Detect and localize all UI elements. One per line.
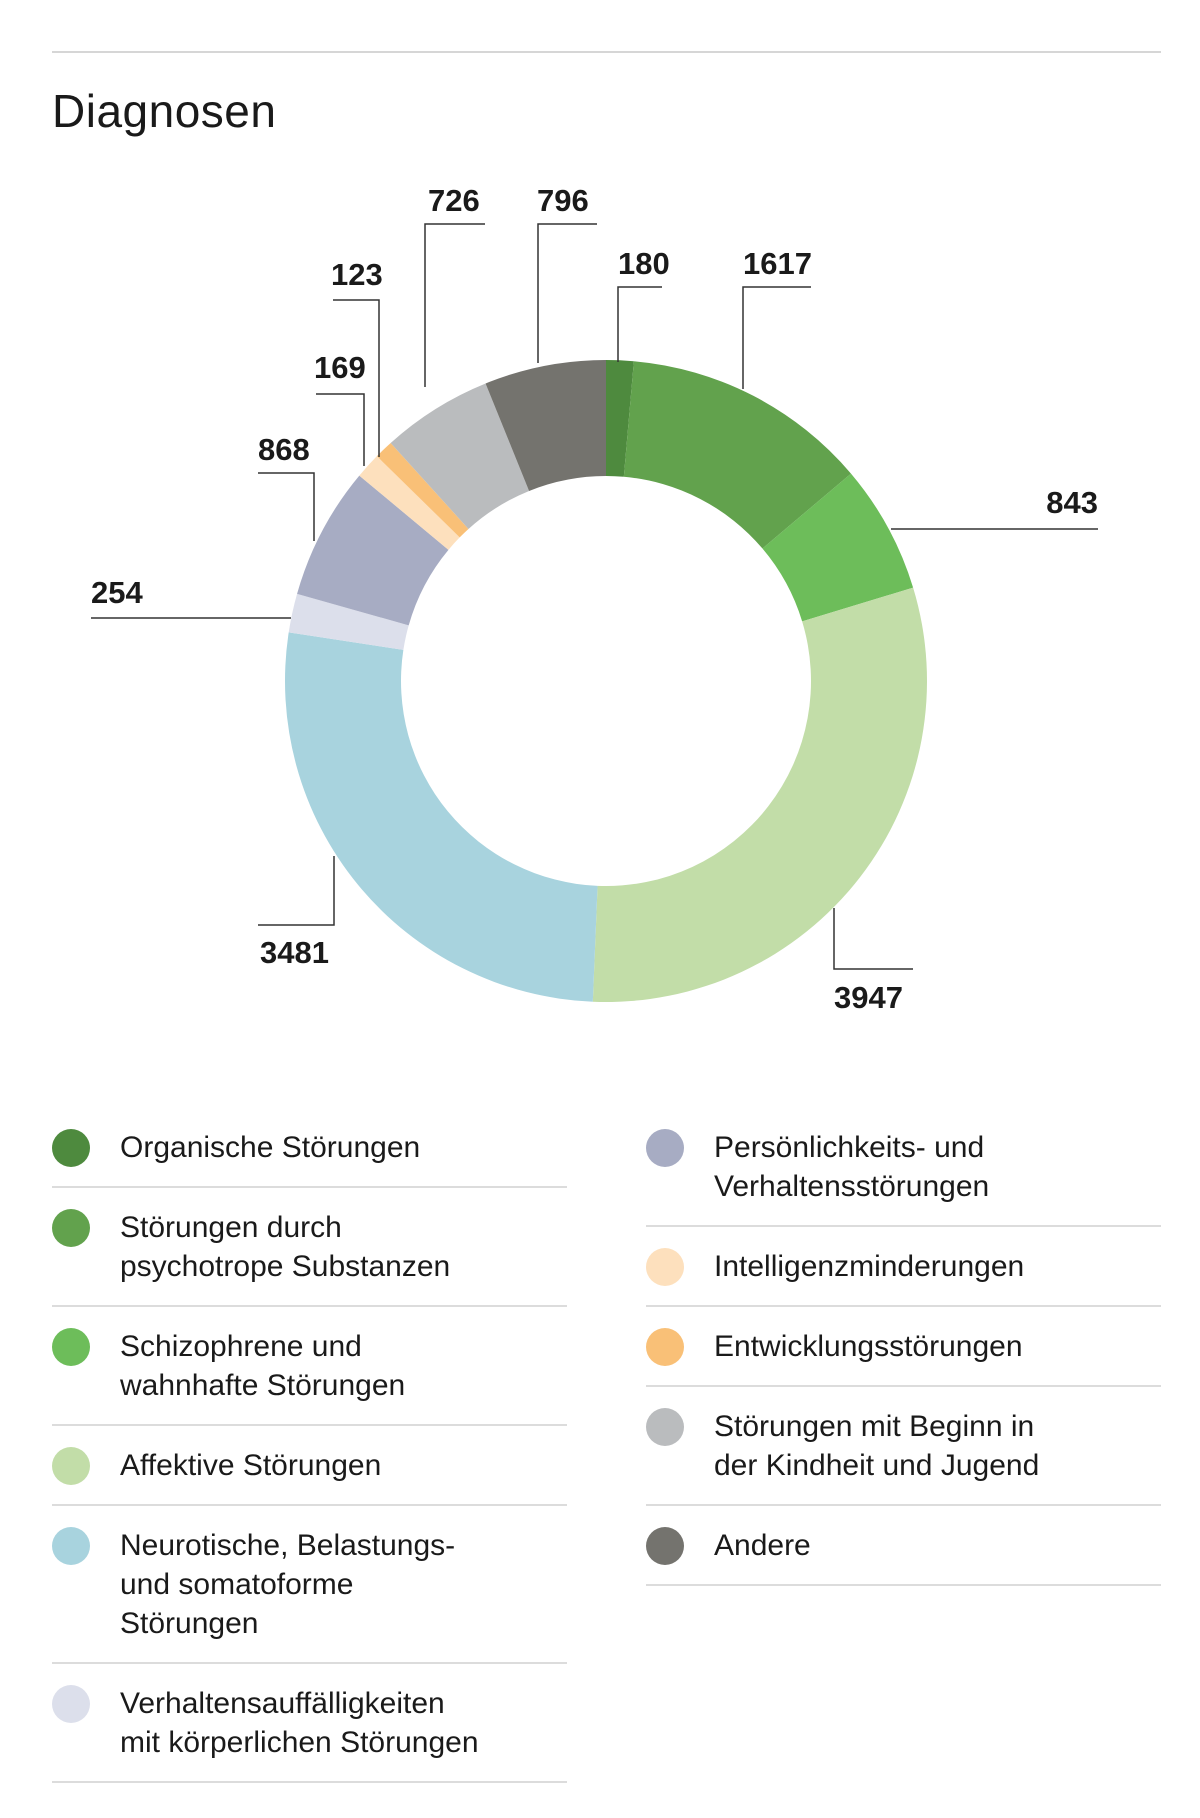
legend-swatch <box>646 1248 684 1286</box>
data-label: 3481 <box>260 935 329 970</box>
donut-slice <box>285 632 598 1002</box>
legend-label: Neurotische, Belastungs- und somatoforme… <box>120 1529 456 1640</box>
donut-slice <box>762 473 914 622</box>
legend-swatch <box>52 1685 90 1723</box>
data-label: 726 <box>428 183 480 218</box>
leader-line <box>333 299 380 457</box>
legend-left-column: Organische Störungen Störungen durch psyc… <box>52 1108 567 1783</box>
legend-label: Störungen mit Beginn in der Kindheit und… <box>714 1410 1040 1482</box>
legend-swatch <box>646 1527 684 1565</box>
data-label: 843 <box>1046 485 1098 520</box>
donut-slice <box>288 593 409 650</box>
leader-line <box>258 472 315 541</box>
leader-line <box>742 286 811 389</box>
legend-swatch <box>646 1408 684 1446</box>
donut-slice <box>485 360 606 491</box>
donut-chart: 180 1617 843 3947 3481 254 868 169 123 726 796 <box>91 183 1098 1015</box>
legend-label: Affektive Störungen <box>120 1449 382 1482</box>
legend-item: Entwicklungsstörungen <box>646 1307 1161 1387</box>
legend-item: Störungen mit Beginn in der Kindheit und… <box>646 1387 1161 1506</box>
legend-item: Persönlichkeits- und Verhaltensstörungen <box>646 1108 1161 1227</box>
top-divider <box>52 51 1161 53</box>
donut-slice <box>297 475 449 626</box>
legend-label: Persönlichkeits- und Verhaltensstörungen <box>714 1131 990 1203</box>
legend-item: Andere <box>646 1506 1161 1586</box>
legend-item: Neurotische, Belastungs- und somatoforme… <box>52 1506 567 1664</box>
legend-label: Andere <box>714 1529 811 1562</box>
legend-right-column: Persönlichkeits- und Verhaltensstörungen… <box>646 1108 1161 1586</box>
legend-swatch <box>646 1328 684 1366</box>
data-label: 180 <box>618 246 670 281</box>
data-label: 868 <box>258 432 310 467</box>
donut-slice <box>606 360 634 477</box>
legend-label: Verhaltensauffälligkeiten mit körperlich… <box>120 1687 479 1759</box>
donut-slice <box>376 442 469 538</box>
legend-swatch <box>646 1129 684 1167</box>
legend-item: Organische Störungen <box>52 1108 567 1188</box>
legend-swatch <box>52 1209 90 1247</box>
legend-item: Affektive Störungen <box>52 1426 567 1506</box>
donut-slice <box>623 361 851 549</box>
leader-line <box>424 223 485 387</box>
data-label: 796 <box>537 183 589 218</box>
leader-line <box>537 223 597 363</box>
data-label: 3947 <box>834 980 903 1015</box>
legend-item: Intelligenzminderungen <box>646 1227 1161 1307</box>
legend-item: Schizophrene und wahnhafte Störungen <box>52 1307 567 1426</box>
data-label: 1617 <box>743 246 812 281</box>
data-label: 254 <box>91 575 143 610</box>
leader-line <box>258 856 335 926</box>
chart-title: Diagnosen <box>52 85 277 137</box>
legend-swatch <box>52 1129 90 1167</box>
legend-item: Störungen durch psychotrope Substanzen <box>52 1188 567 1307</box>
donut-slice <box>592 587 927 1002</box>
legend-label: Störungen durch psychotrope Substanzen <box>120 1211 451 1283</box>
legend-swatch <box>52 1527 90 1565</box>
donut-slice <box>359 456 460 550</box>
legend-swatch <box>52 1447 90 1485</box>
data-label: 169 <box>314 350 366 385</box>
donut-slice <box>390 383 530 529</box>
leader-line <box>617 286 662 362</box>
leader-line <box>316 393 365 466</box>
legend-item: Verhaltensauffälligkeiten mit körperlich… <box>52 1664 567 1783</box>
legend-label: Entwicklungsstörungen <box>714 1330 1023 1363</box>
data-label: 123 <box>331 257 383 292</box>
legend-swatch <box>52 1328 90 1366</box>
leader-line <box>833 908 913 970</box>
legend-label: Organische Störungen <box>120 1131 421 1164</box>
legend-label: Intelligenzminderungen <box>714 1250 1025 1283</box>
legend-label: Schizophrene und wahnhafte Störungen <box>120 1330 406 1402</box>
